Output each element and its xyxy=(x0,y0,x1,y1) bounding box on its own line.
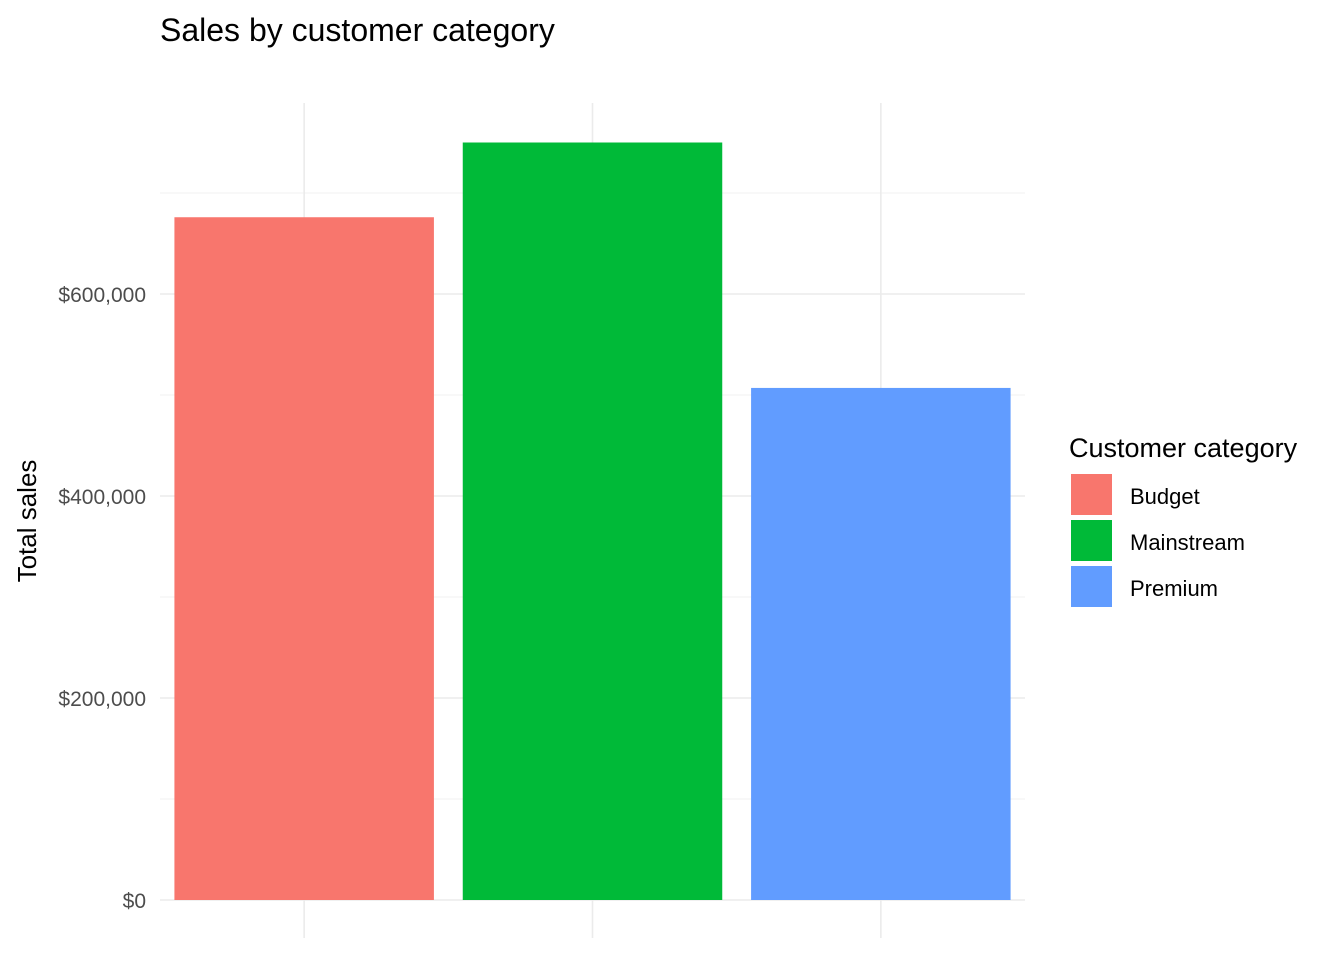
y-tick-label: $0 xyxy=(123,890,146,913)
y-axis-ticks: $0 $200,000 $400,000 $600,000 xyxy=(58,284,146,913)
legend: Customer category Budget Mainstream Premiu… xyxy=(1069,433,1298,607)
y-tick-label: $400,000 xyxy=(58,486,146,509)
legend-label: Premium xyxy=(1130,576,1218,601)
legend-swatch xyxy=(1071,474,1112,515)
legend-label: Budget xyxy=(1130,484,1200,509)
y-tick-label: $600,000 xyxy=(58,284,146,307)
legend-items: Budget Mainstream Premium xyxy=(1071,474,1245,607)
legend-swatch xyxy=(1071,566,1112,607)
bar-premium xyxy=(751,387,1011,900)
legend-title: Customer category xyxy=(1069,433,1298,463)
bar-mainstream xyxy=(462,142,723,900)
y-axis-label: Total sales xyxy=(12,460,42,583)
chart-title: Sales by customer category xyxy=(160,12,555,48)
bars xyxy=(174,142,1011,901)
legend-label: Mainstream xyxy=(1130,530,1245,555)
bar-budget xyxy=(174,217,434,901)
y-tick-label: $200,000 xyxy=(58,688,146,711)
legend-swatch xyxy=(1071,520,1112,561)
